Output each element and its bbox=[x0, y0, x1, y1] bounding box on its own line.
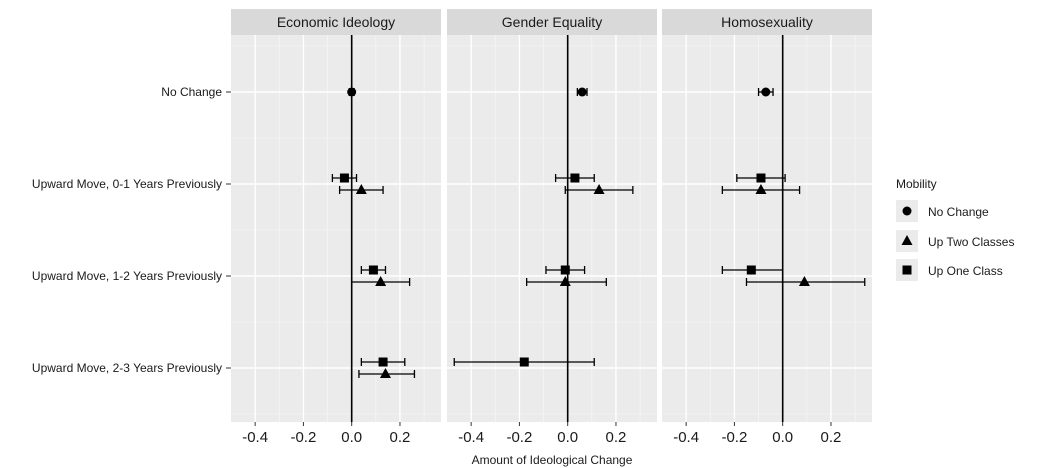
panel-title: Homosexuality bbox=[721, 14, 813, 30]
category-label-upward-move-0-1-years-previously: Upward Move, 0-1 Years Previously bbox=[32, 177, 222, 191]
legend-key-circle bbox=[902, 206, 912, 216]
point-marker-triangle bbox=[355, 184, 367, 194]
category-label-upward-move-2-3-years-previously: Upward Move, 2-3 Years Previously bbox=[32, 361, 222, 375]
point-up-one-class-upward-move-0-1-years-previously bbox=[554, 173, 595, 183]
legend-key-triangle bbox=[901, 235, 913, 245]
point-marker-circle bbox=[347, 87, 357, 97]
panel-background bbox=[662, 35, 872, 422]
panel-title: Gender Equality bbox=[502, 14, 602, 30]
point-marker-square bbox=[339, 173, 349, 183]
point-marker-square bbox=[378, 357, 388, 367]
legend-key-square bbox=[902, 265, 912, 275]
point-marker-triangle bbox=[755, 184, 767, 194]
x-tick-label: -0.2 bbox=[506, 429, 532, 446]
point-marker-triangle bbox=[798, 276, 810, 286]
x-tick-label: 0.2 bbox=[390, 429, 411, 446]
point-no-change-no-change bbox=[576, 87, 588, 97]
point-marker-square bbox=[368, 265, 378, 275]
point-marker-circle bbox=[577, 87, 587, 97]
legend-label: Up One Class bbox=[928, 264, 1003, 278]
legend-items: No Change Up Two Classes Up One Class bbox=[896, 200, 1014, 281]
point-up-one-class-upward-move-1-2-years-previously bbox=[545, 265, 586, 275]
legend-item-up-two-classes: Up Two Classes bbox=[896, 230, 1014, 252]
x-tick-label: -0.4 bbox=[458, 429, 484, 446]
point-up-two-classes-upward-move-1-2-years-previously bbox=[351, 276, 411, 286]
panel-background bbox=[231, 35, 441, 422]
x-tick-label: -0.2 bbox=[290, 429, 316, 446]
point-no-change-no-change bbox=[347, 87, 357, 97]
panel-gender-equality: Gender Equality -0.4 -0.2 0.0 0.2 bbox=[447, 9, 657, 446]
x-tick-label: 0.0 bbox=[341, 429, 362, 446]
panel-homosexuality: Homosexuality -0.4 -0.2 0.0 0.2 bbox=[662, 9, 872, 446]
point-up-one-class-upward-move-0-1-years-previously bbox=[331, 173, 358, 183]
category-label-upward-move-1-2-years-previously: Upward Move, 1-2 Years Previously bbox=[32, 269, 222, 283]
point-marker-triangle bbox=[379, 368, 391, 378]
x-axis-title: Amount of Ideological Change bbox=[472, 453, 633, 467]
panel-strip bbox=[447, 9, 657, 35]
point-up-two-classes-upward-move-0-1-years-previously bbox=[564, 184, 634, 194]
x-tick-label: 0.0 bbox=[772, 429, 793, 446]
x-tick-label: 0.2 bbox=[821, 429, 842, 446]
legend-title: Mobility bbox=[896, 177, 937, 191]
point-marker-square bbox=[746, 265, 756, 275]
point-marker-square bbox=[570, 173, 580, 183]
category-label-no-change: No Change bbox=[161, 85, 222, 99]
point-up-two-classes-upward-move-0-1-years-previously bbox=[338, 184, 384, 194]
x-tick-label: 0.0 bbox=[557, 429, 578, 446]
legend-label: No Change bbox=[928, 205, 989, 219]
point-up-two-classes-upward-move-0-1-years-previously bbox=[721, 184, 801, 194]
point-up-one-class-upward-move-1-2-years-previously bbox=[721, 265, 784, 275]
point-marker-square bbox=[519, 357, 529, 367]
panel-background bbox=[447, 35, 657, 422]
legend-label: Up Two Classes bbox=[928, 235, 1014, 249]
panel-title: Economic Ideology bbox=[277, 14, 395, 30]
point-marker-square bbox=[560, 265, 570, 275]
legend-item-no-change: No Change bbox=[896, 200, 989, 222]
x-tick-label: -0.4 bbox=[242, 429, 268, 446]
legend-item-up-one-class: Up One Class bbox=[896, 259, 1003, 281]
point-up-one-class-upward-move-0-1-years-previously bbox=[736, 173, 786, 183]
point-up-one-class-upward-move-2-3-years-previously bbox=[453, 357, 595, 367]
legend: Mobility No Change Up Two Classes Up One C… bbox=[891, 177, 1039, 291]
point-marker-triangle bbox=[375, 276, 387, 286]
x-tick-label: -0.2 bbox=[721, 429, 747, 446]
point-marker-triangle bbox=[559, 276, 571, 286]
panel-economic-ideology: Economic Ideology -0.4 -0.2 0.0 0.2 bbox=[231, 9, 441, 446]
point-up-one-class-upward-move-1-2-years-previously bbox=[360, 265, 387, 275]
category-labels: No Change Upward Move, 0-1 Years Previous… bbox=[32, 85, 231, 375]
point-up-two-classes-upward-move-1-2-years-previously bbox=[526, 276, 607, 286]
point-up-one-class-upward-move-2-3-years-previously bbox=[360, 357, 406, 367]
point-up-two-classes-upward-move-1-2-years-previously bbox=[745, 276, 866, 286]
point-no-change-no-change bbox=[757, 87, 774, 97]
panel-strip bbox=[231, 9, 441, 35]
panel-strip bbox=[662, 9, 872, 35]
point-up-two-classes-upward-move-2-3-years-previously bbox=[358, 368, 416, 378]
point-marker-square bbox=[756, 173, 766, 183]
x-tick-label: -0.4 bbox=[673, 429, 699, 446]
point-marker-triangle bbox=[593, 184, 605, 194]
point-marker-circle bbox=[761, 87, 771, 97]
x-tick-label: 0.2 bbox=[606, 429, 627, 446]
